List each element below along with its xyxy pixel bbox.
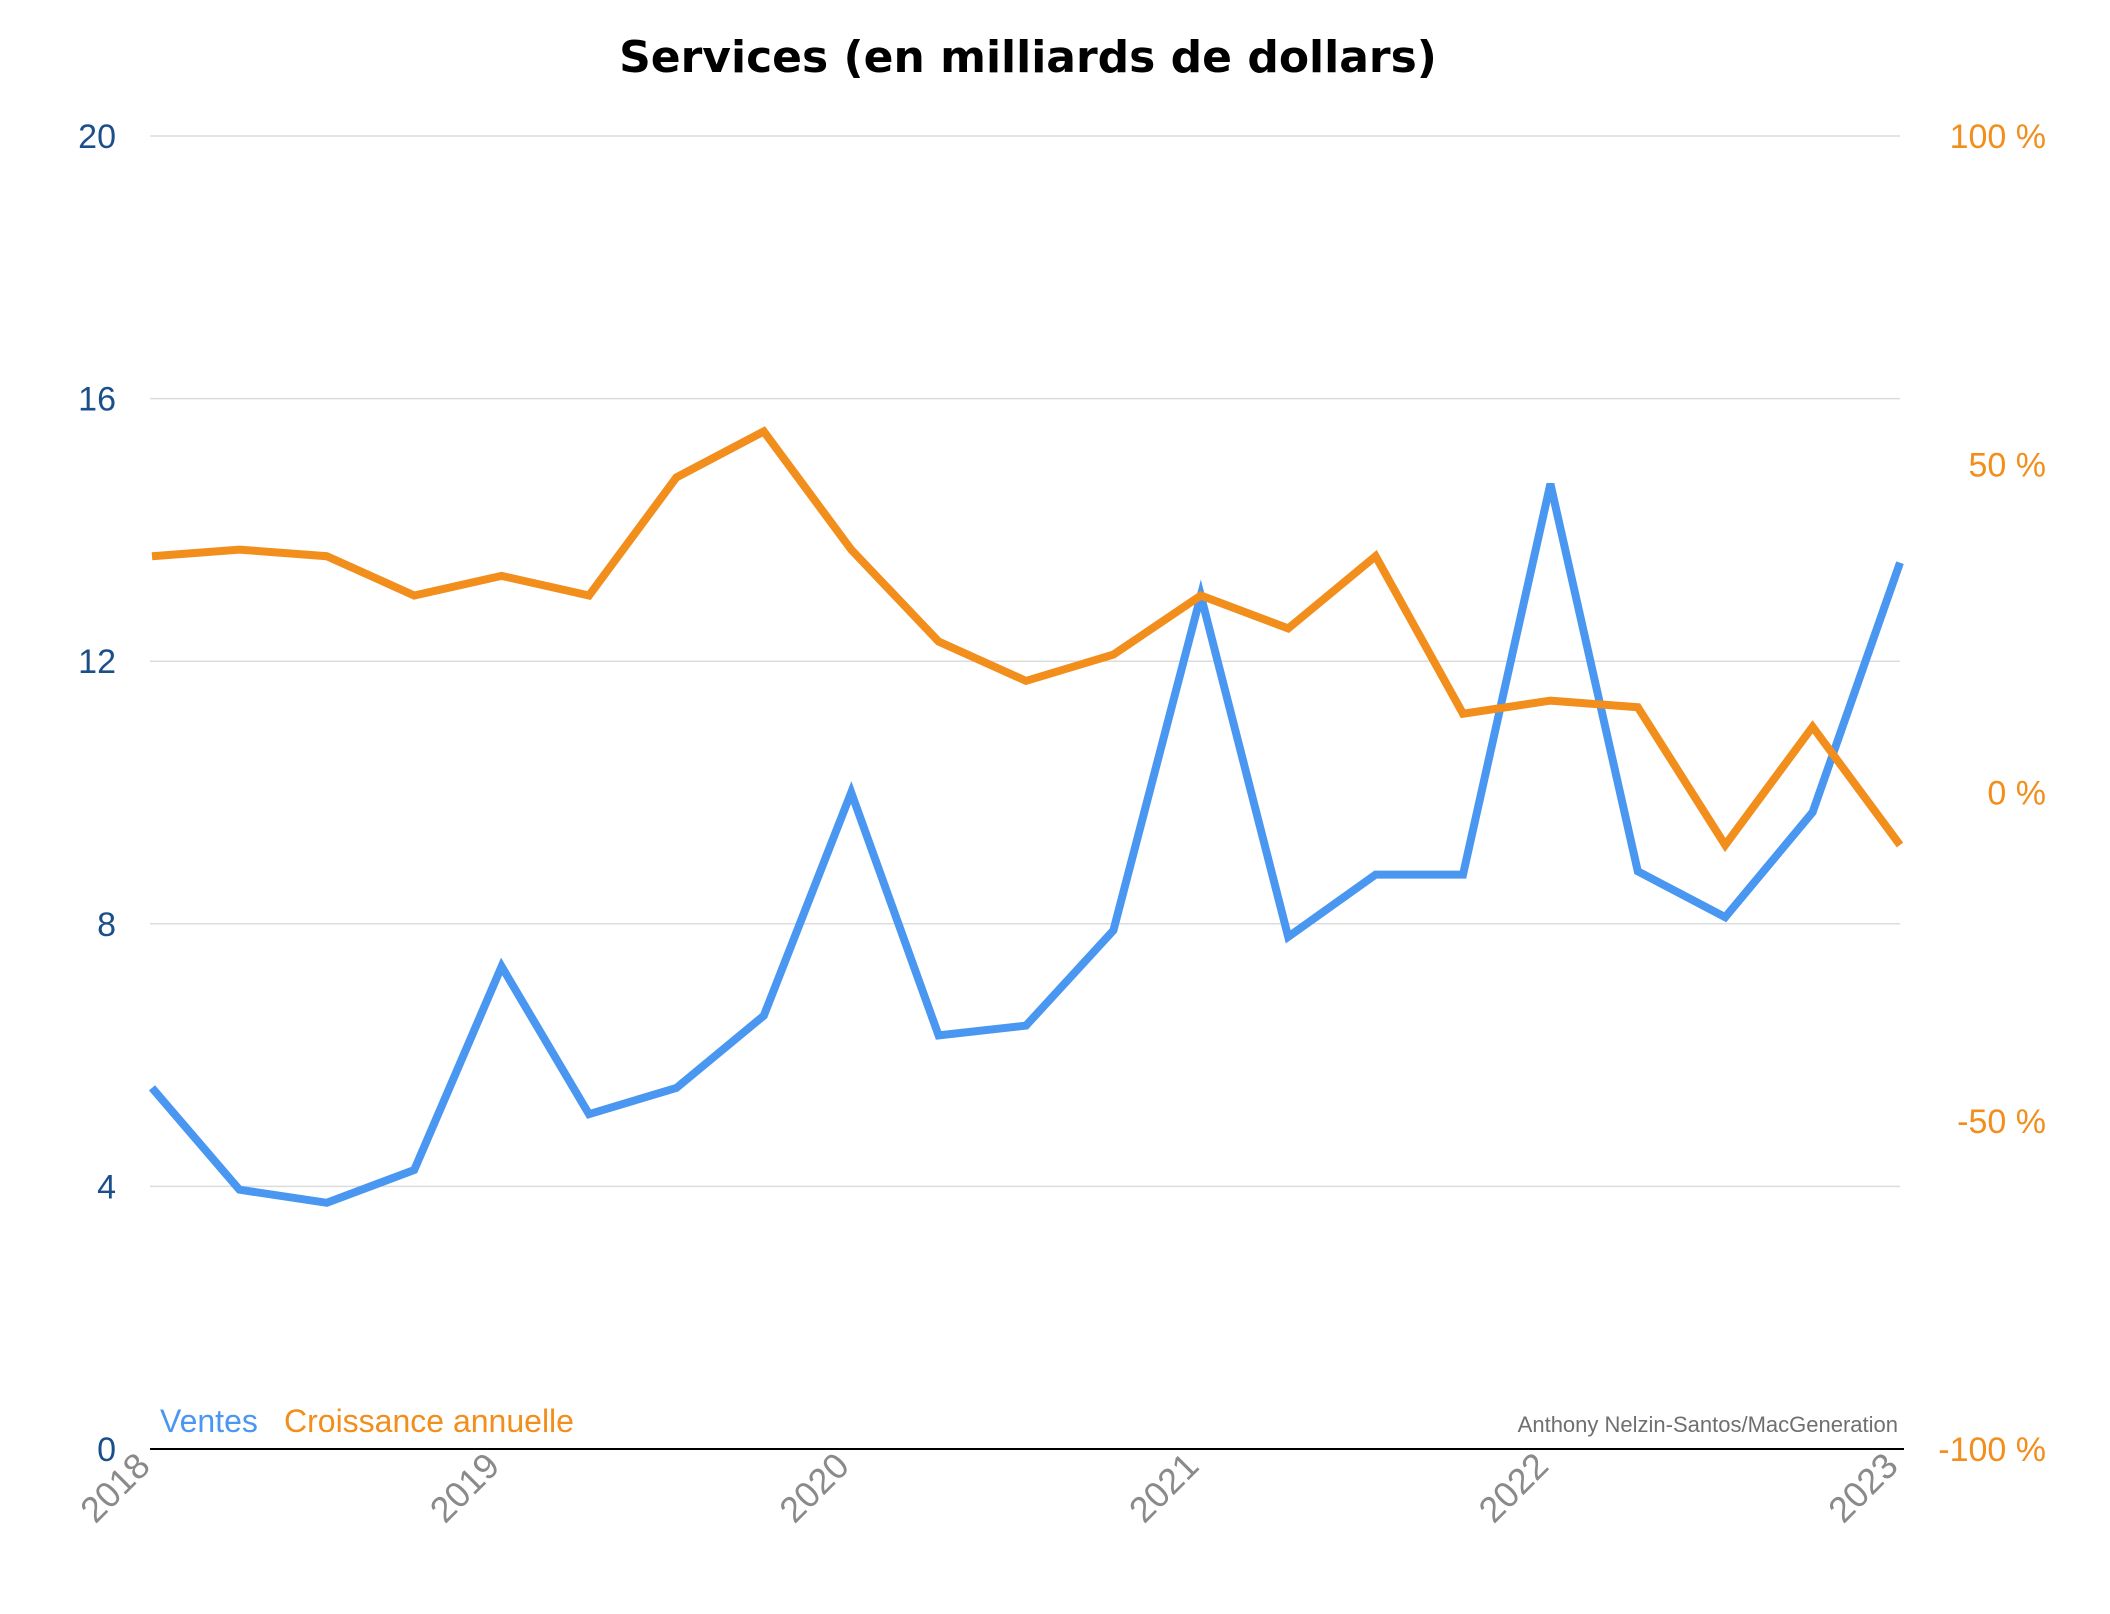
y-left-tick-label: 20 bbox=[78, 118, 116, 156]
y-right-tick-label: 50 % bbox=[1969, 446, 2047, 484]
legend-ventes: Ventes bbox=[160, 1403, 258, 1439]
series-layer bbox=[148, 426, 1904, 1207]
x-tick-label: 2022 bbox=[1470, 1445, 1556, 1531]
y-right-tick-label: 100 % bbox=[1950, 118, 2046, 156]
y-left-tick-label: 0 bbox=[97, 1431, 116, 1469]
chart-title: Services (en milliards de dollars) bbox=[619, 32, 1437, 83]
y-right-tick-label: 0 % bbox=[1987, 775, 2046, 813]
y-axis-left: 0 4 8 12 16 20 bbox=[78, 118, 116, 1469]
y-left-tick-label: 8 bbox=[97, 906, 116, 944]
y-right-tick-label: -100 % bbox=[1938, 1431, 2046, 1469]
series-line-croissance-annuelle bbox=[151, 426, 1904, 853]
y-left-tick-label: 4 bbox=[97, 1168, 116, 1206]
x-tick-label: 2019 bbox=[422, 1445, 508, 1531]
legend: Ventes Croissance annuelle bbox=[160, 1403, 574, 1439]
x-tick-label: 2023 bbox=[1820, 1445, 1906, 1531]
y-left-tick-label: 12 bbox=[78, 643, 116, 681]
y-axis-right: -100 % -50 % 0 % 50 % 100 % bbox=[1938, 118, 2046, 1469]
gridlines bbox=[150, 135, 1900, 1188]
x-axis: 2018 2019 2020 2021 2022 2023 bbox=[72, 1445, 1906, 1531]
chart-credit: Anthony Nelzin-Santos/MacGeneration bbox=[1518, 1412, 1898, 1437]
y-right-tick-label: -50 % bbox=[1957, 1103, 2046, 1141]
x-tick-label: 2020 bbox=[771, 1445, 857, 1531]
x-tick-label: 2018 bbox=[72, 1445, 158, 1531]
y-left-tick-label: 16 bbox=[78, 381, 116, 419]
x-tick-label: 2021 bbox=[1121, 1445, 1207, 1531]
legend-croissance-annuelle: Croissance annuelle bbox=[284, 1403, 574, 1439]
series-line-ventes bbox=[148, 483, 1904, 1207]
